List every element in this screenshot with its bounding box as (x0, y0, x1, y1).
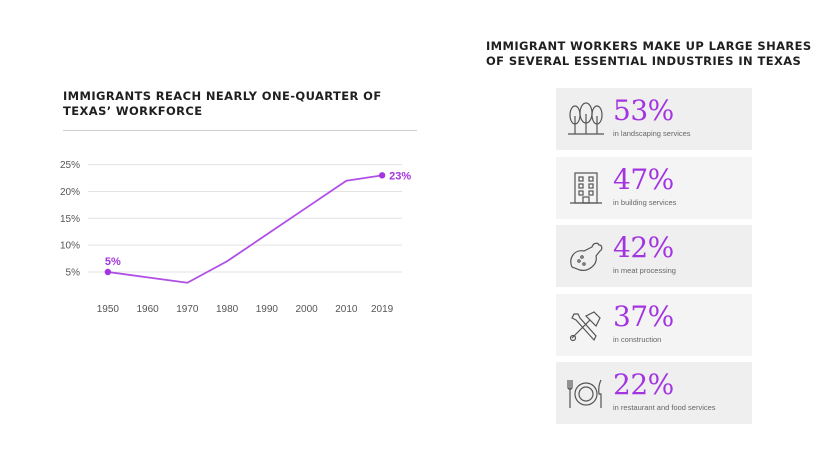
industry-label: in restaurant and food services (613, 403, 716, 412)
x-tick-label: 2000 (295, 304, 318, 315)
x-tick-label: 1980 (216, 304, 239, 315)
industry-value: 22% (613, 368, 674, 401)
industry-value: 42% (613, 231, 674, 264)
y-tick-label: 15% (60, 214, 80, 225)
industry-card-meat: 42% in meat processing (556, 225, 752, 287)
industry-value: 47% (613, 162, 674, 196)
building-icon (570, 171, 602, 204)
industry-card-building: 47% in building services (556, 156, 752, 219)
data-label: 23% (389, 170, 411, 182)
x-tick-label: 2019 (371, 304, 394, 315)
industry-card-restaurant: 22% in restaurant and food services (556, 362, 752, 424)
x-tick-label: 1990 (256, 304, 279, 315)
data-point (104, 268, 112, 276)
industry-label: in meat processing (613, 266, 676, 275)
data-label: 5% (105, 256, 121, 268)
x-tick-label: 1970 (176, 304, 199, 315)
industry-label: in landscaping services (613, 129, 691, 138)
industry-label: in construction (613, 334, 662, 344)
industry-card-construction: 37% in construction (556, 293, 752, 356)
title-divider (63, 130, 417, 131)
industry-card-landscaping: 53% in landscaping services (556, 88, 752, 150)
industries-title: IMMIGRANT WORKERS MAKE UP LARGE SHARES O… (486, 39, 812, 68)
series-line (107, 174, 383, 284)
y-tick-label: 10% (60, 241, 80, 252)
x-tick-label: 1950 (97, 304, 120, 315)
y-tick-label: 20% (60, 187, 80, 198)
y-tick-label: 5% (66, 268, 81, 279)
industry-cards: 53% in landscaping services 47% in build… (556, 88, 752, 431)
data-point (378, 172, 386, 179)
drumstick-icon (570, 242, 603, 271)
tools-icon (569, 310, 601, 341)
line-chart-title: IMMIGRANTS REACH NEARLY ONE-QUARTER OF T… (63, 89, 382, 118)
y-tick-label: 25% (60, 160, 80, 171)
industry-value: 37% (613, 299, 674, 333)
industry-label: in building services (613, 197, 677, 207)
trees-icon (568, 102, 604, 135)
x-tick-label: 2010 (335, 304, 358, 315)
x-tick-label: 1960 (136, 304, 159, 315)
industry-value: 53% (613, 94, 674, 127)
plate-cutlery-icon (567, 379, 602, 408)
